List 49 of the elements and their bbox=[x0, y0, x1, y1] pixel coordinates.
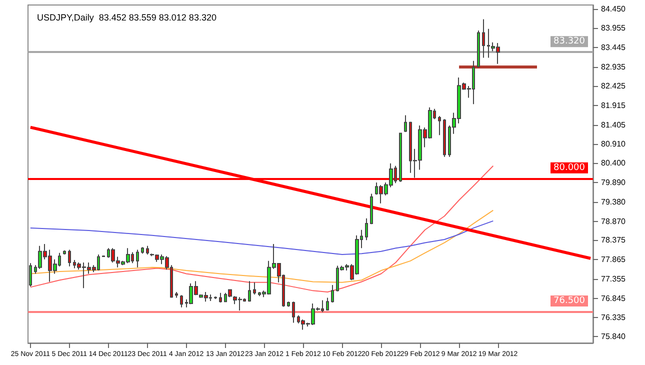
candlestick bbox=[404, 114, 407, 132]
candlestick bbox=[477, 30, 480, 68]
y-tick-label: 79.890 bbox=[601, 178, 626, 188]
candlestick bbox=[146, 245, 149, 256]
y-tick-label: 83.445 bbox=[601, 42, 626, 52]
line-series bbox=[30, 210, 494, 283]
candlestick bbox=[136, 249, 139, 268]
text: USDJPY,Daily 83.452 83.559 83.012 83.320 bbox=[37, 12, 216, 22]
ref-line-label: 76.500 bbox=[554, 296, 586, 306]
candlestick bbox=[63, 250, 66, 256]
candlestick bbox=[228, 289, 232, 298]
candlestick bbox=[29, 262, 32, 288]
candlestick bbox=[482, 18, 485, 58]
candlestick bbox=[326, 297, 329, 312]
candlestick bbox=[287, 301, 290, 308]
candlestick bbox=[292, 301, 295, 324]
candlestick bbox=[331, 284, 334, 304]
line-series bbox=[30, 220, 494, 256]
y-tick-label: 80.400 bbox=[601, 158, 626, 168]
candlestick bbox=[399, 132, 402, 182]
y-tick-label: 80.910 bbox=[601, 139, 626, 148]
ref-line-label: 80.000 bbox=[554, 162, 586, 173]
candlestick bbox=[370, 193, 373, 225]
y-tick-label: 82.935 bbox=[601, 62, 626, 72]
y-tick-label: 81.405 bbox=[601, 120, 626, 130]
candlestick bbox=[365, 218, 368, 241]
candlestick bbox=[253, 282, 256, 296]
candlestick bbox=[180, 294, 183, 308]
y-tick-label: 84.450 bbox=[601, 4, 626, 14]
y-tick-label: 75.840 bbox=[601, 332, 626, 342]
candlestick bbox=[438, 115, 441, 136]
y-tick-label: 78.375 bbox=[601, 236, 626, 245]
y-tick-label: 76.335 bbox=[601, 313, 626, 322]
candlestick bbox=[248, 280, 251, 302]
candlestick bbox=[219, 292, 222, 304]
line-series bbox=[30, 165, 494, 292]
candlestick bbox=[175, 291, 178, 298]
candlestick bbox=[68, 249, 71, 267]
y-tick-label: 77.865 bbox=[601, 255, 626, 264]
y-tick-label: 77.355 bbox=[601, 274, 626, 284]
y-tick-label: 83.955 bbox=[601, 24, 626, 32]
candlestick bbox=[443, 118, 446, 158]
y-tick-label: 76.845 bbox=[601, 294, 626, 303]
y-tick-label: 78.870 bbox=[601, 216, 626, 226]
y-tick-label: 79.380 bbox=[601, 197, 626, 206]
y-tick-label: 82.425 bbox=[601, 82, 626, 91]
ref-line-label: 83.320 bbox=[554, 36, 586, 47]
candlestick bbox=[141, 246, 144, 254]
y-tick-label: 81.915 bbox=[601, 101, 626, 110]
